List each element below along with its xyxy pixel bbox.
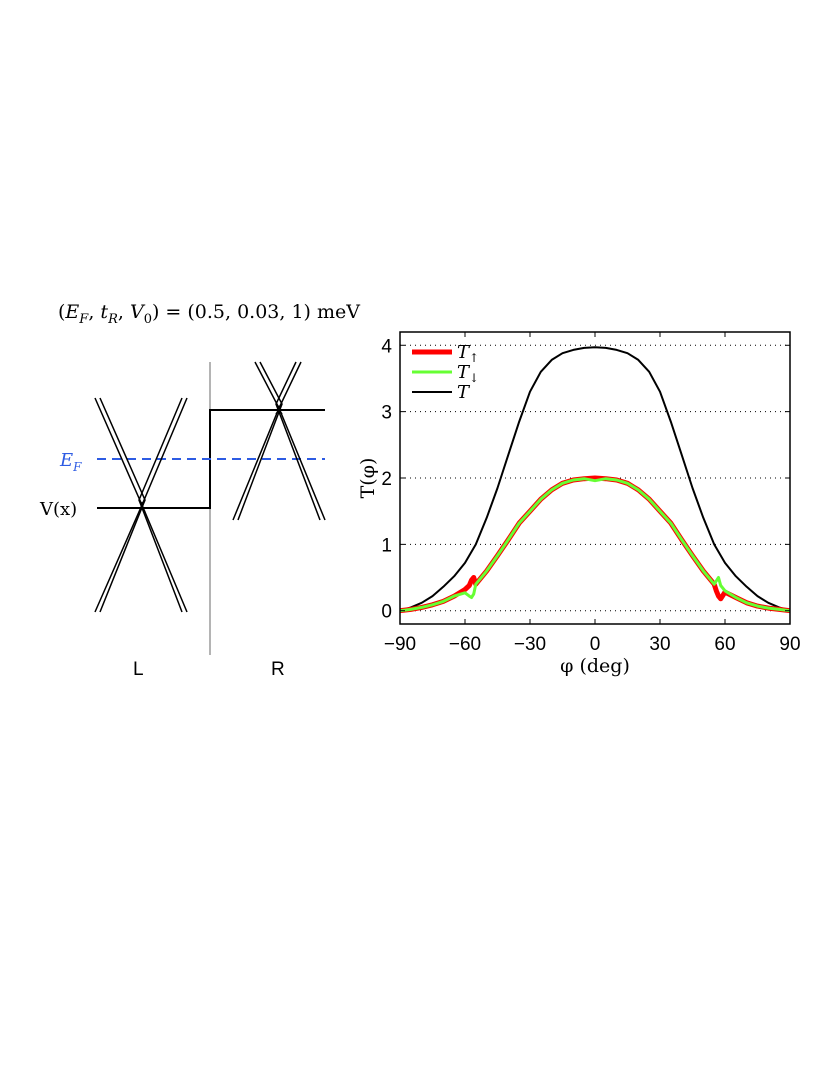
- x-tick-label: −60: [449, 634, 481, 655]
- x-tick-label: 60: [714, 634, 735, 655]
- series-line-0: [399, 475, 791, 614]
- x-tick-label: −90: [384, 634, 416, 655]
- y-tick-label: 2: [381, 469, 392, 490]
- y-tick-label: 3: [381, 403, 392, 424]
- x-tick-label: −30: [514, 634, 546, 655]
- y-tick-label: 0: [381, 602, 392, 623]
- transmission-chart: 0 1 2 3 4 −90 −60 −30 0 30 60 90 φ (deg) T(φ) T↑T↓T: [357, 331, 801, 677]
- series-line-1: [399, 477, 791, 613]
- potential-label: V(x): [39, 499, 77, 520]
- y-tick-label: 4: [381, 336, 392, 357]
- region-label-left: L: [133, 659, 144, 680]
- left-dirac-cone: [94, 397, 188, 613]
- tick-layer: 0 1 2 3 4 −90 −60 −30 0 30 60 90: [381, 332, 801, 655]
- legend-label: T: [457, 382, 471, 403]
- chart-legend: T↑T↓T: [412, 342, 479, 403]
- right-dirac-cone: [232, 361, 326, 521]
- band-diagram: (EF, tR, V0) = (0.5, 0.03, 1) meV EF: [39, 301, 360, 680]
- y-tick-label: 1: [381, 535, 392, 556]
- series-layer: [399, 346, 791, 614]
- params-label: (EF, tR, V0) = (0.5, 0.03, 1) meV: [58, 301, 360, 327]
- x-tick-label: 90: [779, 634, 800, 655]
- x-axis-label: φ (deg): [560, 655, 630, 677]
- series-line-2: [399, 346, 791, 612]
- legend-label: T↑: [457, 342, 479, 365]
- y-axis-label: T(φ): [357, 458, 379, 499]
- legend-label: T↓: [457, 362, 479, 385]
- x-tick-label: 30: [649, 634, 670, 655]
- region-label-right: R: [271, 659, 285, 680]
- x-tick-label: 0: [590, 634, 601, 655]
- fermi-level-label: EF: [59, 450, 82, 474]
